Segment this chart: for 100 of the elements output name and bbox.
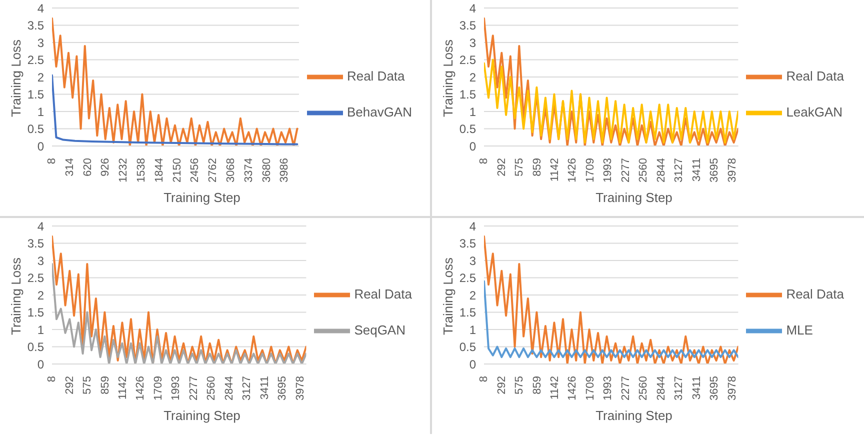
legend-label: BehavGAN	[346, 104, 412, 120]
x-tick-label: 8	[478, 376, 490, 382]
y-tick-label: 1	[469, 322, 476, 337]
line-series	[484, 58, 738, 144]
y-axis-title: Training Loss	[440, 256, 456, 335]
y-tick-label: 0	[469, 357, 476, 372]
x-tick-label: 2762	[207, 158, 220, 182]
x-tick-label: 2277	[188, 376, 200, 400]
legend-label: Real Data	[354, 286, 412, 302]
x-tick-label: 1426	[566, 158, 579, 182]
y-tick-label: 3.5	[27, 18, 44, 33]
y-axis-title: Training Loss	[8, 38, 24, 117]
y-tick-label: 2.5	[459, 271, 476, 286]
y-tick-label: 3.5	[459, 236, 476, 251]
x-tick-label: 3978	[294, 376, 306, 400]
y-tick-label: 1	[37, 322, 44, 337]
line-series	[52, 235, 306, 364]
x-tick-label: 1142	[548, 158, 561, 182]
x-tick-label: 1142	[116, 376, 129, 400]
x-tick-label: 8	[478, 158, 490, 164]
x-tick-label: 2456	[189, 158, 202, 182]
x-tick-label: 3127	[673, 376, 686, 400]
y-tick-label: 4	[469, 219, 476, 234]
x-tick-label: 926	[100, 158, 112, 176]
y-tick-label: 4	[37, 219, 44, 234]
x-tick-label: 859	[531, 376, 544, 394]
y-tick-label: 3	[469, 36, 476, 50]
x-tick-label: 859	[531, 158, 544, 176]
x-tick-label: 620	[82, 158, 94, 176]
line-series	[484, 280, 738, 358]
x-tick-label: 3978	[726, 376, 738, 400]
y-tick-label: 4	[469, 1, 476, 16]
y-tick-label: 3	[37, 36, 44, 50]
x-tick-label: 1993	[602, 158, 614, 182]
x-tick-label: 3127	[673, 158, 686, 182]
y-tick-label: 2	[37, 288, 44, 302]
x-tick-label: 575	[81, 376, 94, 394]
y-tick-label: 0	[469, 139, 476, 154]
x-tick-label: 2560	[206, 376, 218, 400]
x-tick-label: 314	[64, 158, 76, 176]
x-tick-label: 292	[496, 376, 508, 394]
x-tick-label: 3068	[224, 158, 237, 182]
x-tick-label: 1232	[118, 158, 130, 182]
y-tick-label: 1	[469, 104, 476, 119]
line-series	[52, 262, 306, 364]
y-tick-label: 3.5	[27, 236, 44, 251]
x-tick-label: 292	[64, 376, 76, 394]
y-axis-title: Training Loss	[440, 38, 456, 117]
x-axis-title: Training Step	[162, 190, 242, 205]
y-tick-label: 0.5	[27, 122, 44, 136]
x-tick-label: 3695	[708, 376, 721, 400]
y-tick-label: 1.5	[27, 88, 44, 102]
x-tick-label: 1709	[152, 376, 164, 400]
x-tick-label: 8	[46, 158, 58, 164]
x-tick-label: 3695	[276, 376, 289, 400]
x-tick-label: 2560	[638, 376, 650, 400]
y-tick-label: 0.5	[459, 340, 476, 354]
x-tick-label: 2277	[620, 158, 632, 182]
y-tick-label: 1.5	[459, 88, 476, 102]
legend-label: SeqGAN	[354, 322, 406, 338]
y-tick-label: 0.5	[27, 340, 44, 354]
x-tick-label: 2560	[638, 158, 650, 182]
line-series	[484, 235, 738, 364]
x-tick-label: 3411	[258, 376, 271, 400]
x-tick-label: 3374	[242, 158, 255, 182]
x-tick-label: 575	[513, 376, 526, 394]
x-tick-label: 3411	[690, 376, 703, 400]
y-tick-label: 2	[469, 288, 476, 302]
y-tick-label: 2	[37, 70, 44, 84]
x-tick-label: 3695	[708, 158, 721, 182]
y-tick-label: 2.5	[27, 271, 44, 286]
x-tick-label: 1993	[602, 376, 614, 400]
y-tick-label: 2	[469, 70, 476, 84]
line-series	[52, 17, 298, 146]
x-tick-label: 1709	[584, 376, 596, 400]
x-tick-label: 2277	[620, 376, 632, 400]
y-tick-label: 3	[469, 254, 476, 268]
x-tick-label: 1426	[134, 376, 147, 400]
y-tick-label: 0	[37, 139, 44, 154]
y-tick-label: 1.5	[459, 306, 476, 320]
x-tick-label: 1426	[566, 376, 579, 400]
x-tick-label: 1844	[153, 158, 166, 182]
y-tick-label: 4	[37, 1, 44, 16]
x-tick-label: 2844	[655, 376, 668, 400]
legend-label: MLE	[786, 322, 813, 338]
line-series	[484, 17, 738, 146]
x-tick-label: 859	[99, 376, 112, 394]
x-tick-label: 3680	[260, 158, 273, 182]
x-tick-label: 8	[46, 376, 58, 382]
y-tick-label: 0	[37, 357, 44, 372]
x-tick-label: 2844	[223, 376, 236, 400]
y-tick-label: 1	[37, 104, 44, 119]
x-tick-label: 1709	[584, 158, 596, 182]
y-tick-label: 3	[37, 254, 44, 268]
y-axis-title: Training Loss	[8, 256, 24, 335]
x-tick-label: 575	[513, 158, 526, 176]
x-tick-label: 1142	[548, 376, 561, 400]
y-tick-label: 3.5	[459, 18, 476, 33]
y-tick-label: 2.5	[459, 53, 476, 68]
legend-label: LeakGAN	[786, 104, 843, 120]
